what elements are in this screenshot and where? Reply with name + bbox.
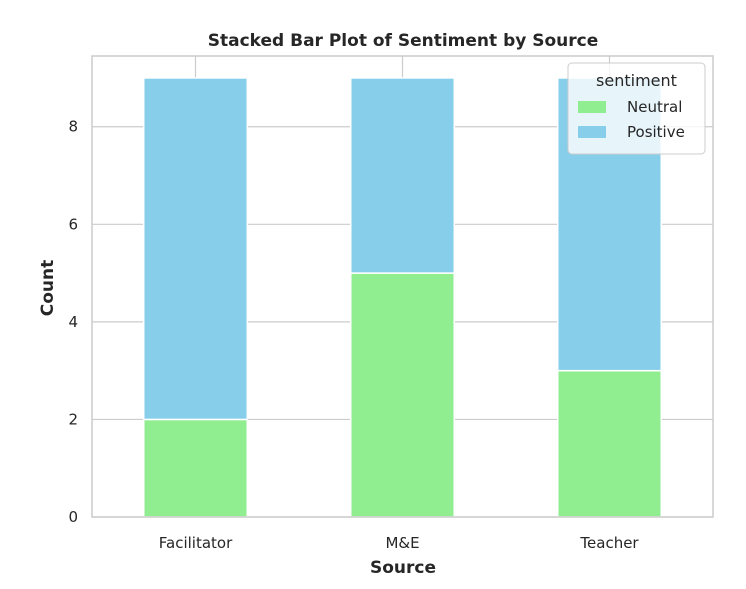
legend-label-positive: Positive [627,123,685,141]
x-tick-label: Facilitator [159,534,233,552]
legend: sentiment Neutral Positive [567,62,706,155]
bar-positive-0 [143,77,248,421]
legend-title: sentiment [596,71,677,90]
x-axis-label: Source [370,558,436,578]
bar-neutral-1 [350,272,455,518]
y-axis-ticks: 0 2 4 6 8 [68,118,78,526]
legend-label-neutral: Neutral [627,98,682,116]
legend-swatch-neutral [578,101,606,113]
bar-positive-1 [350,77,455,274]
y-tick-label: 8 [68,118,78,136]
bars [143,77,662,518]
legend-swatch-positive [578,126,606,138]
y-tick-label: 4 [68,313,78,331]
x-axis-ticks: Facilitator M&E Teacher [159,534,640,552]
y-tick-label: 2 [68,410,78,428]
x-tick-label: Teacher [579,534,639,552]
bar-neutral-0 [143,418,248,518]
bar-neutral-2 [557,369,662,518]
y-axis-label: Count [38,260,58,317]
y-tick-label: 6 [68,215,78,233]
x-tick-label: M&E [385,534,419,552]
y-tick-label: 0 [68,508,78,526]
chart-title: Stacked Bar Plot of Sentiment by Source [208,31,599,51]
plot-frame [91,55,714,518]
